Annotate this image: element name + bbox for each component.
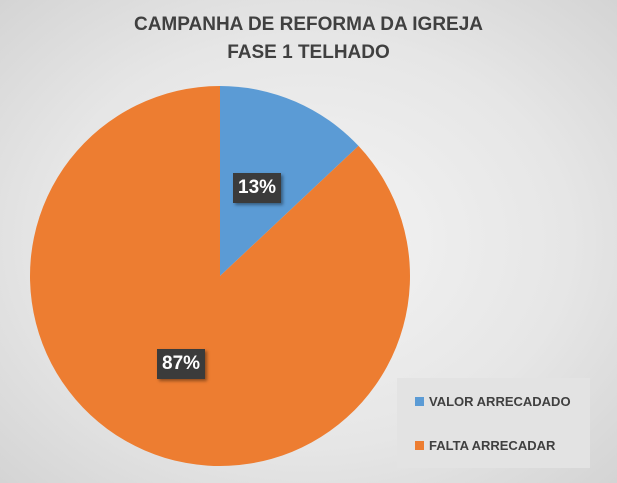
legend-item-valor-arrecadado: VALOR ARRECADADO [415,394,571,409]
legend-swatch [415,441,424,450]
chart-title-line1: CAMPANHA DE REFORMA DA IGREJA [133,14,484,35]
data-label-valor-arrecadado: 13% [233,173,282,203]
legend-swatch [415,397,424,406]
pie-slice-valor-arrecadado [220,86,359,276]
pie-slice-falta-arrecadar [29,86,410,467]
legend-label: FALTA ARRECADAR [429,438,556,453]
data-label-falta-arrecadar: 87% [157,349,206,379]
chart-title-line2: FASE 1 TELHADO [227,42,390,63]
legend-item-falta-arrecadar: FALTA ARRECADAR [415,438,555,453]
legend: VALOR ARRECADADO FALTA ARRECADAR [397,378,590,468]
legend-label: VALOR ARRECADADO [429,394,571,409]
